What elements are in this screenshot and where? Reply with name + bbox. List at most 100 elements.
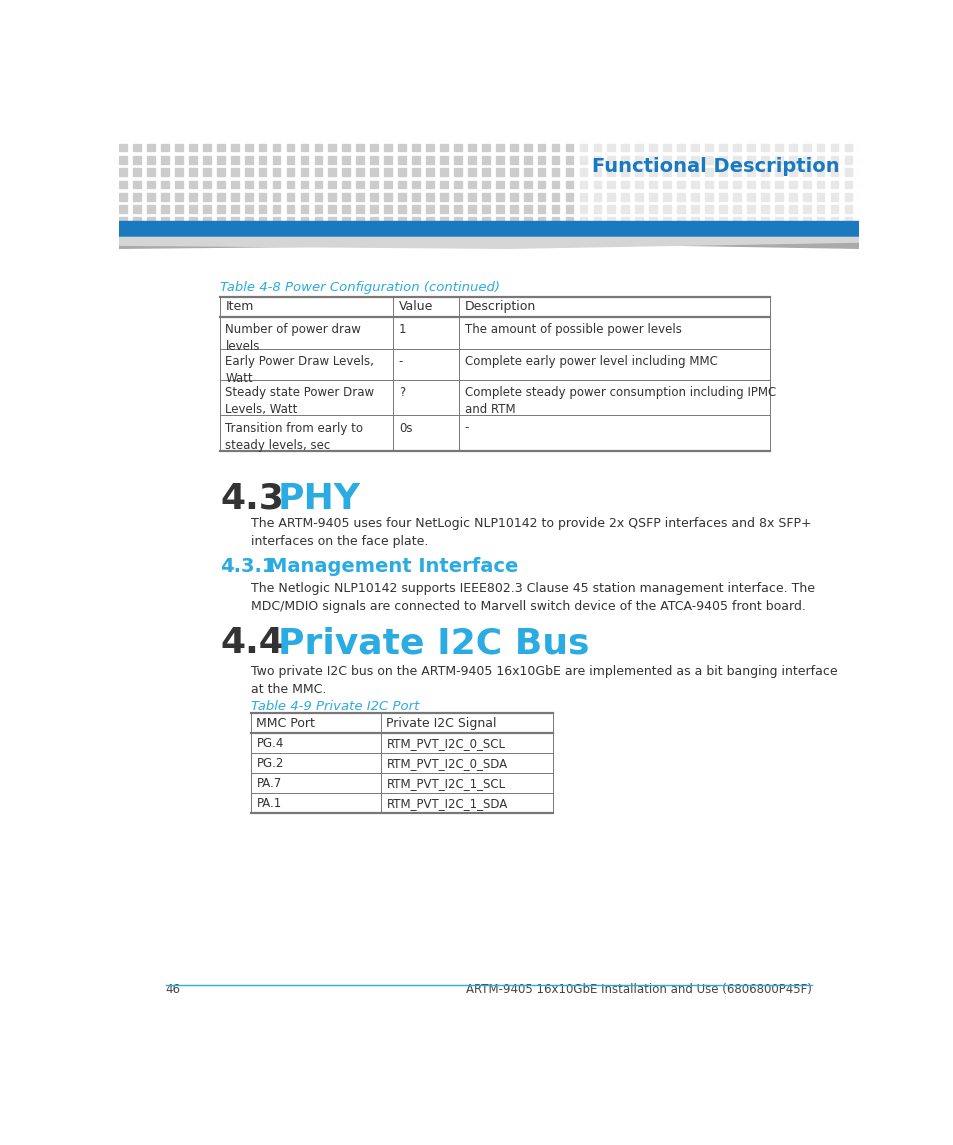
Bar <box>691 181 699 188</box>
Bar <box>174 168 183 176</box>
Bar <box>788 218 796 226</box>
Bar <box>342 168 350 176</box>
Bar <box>481 156 489 164</box>
Bar <box>439 181 447 188</box>
Bar <box>245 192 253 200</box>
Bar <box>216 218 224 226</box>
Bar <box>858 143 865 151</box>
Text: 4.4: 4.4 <box>220 626 284 661</box>
Bar <box>174 192 183 200</box>
Bar <box>356 192 364 200</box>
Bar <box>816 181 823 188</box>
Bar <box>397 218 406 226</box>
Bar <box>732 192 740 200</box>
Bar <box>704 218 712 226</box>
Bar <box>161 143 169 151</box>
Bar <box>704 143 712 151</box>
Bar <box>843 218 852 226</box>
Bar <box>286 143 294 151</box>
Bar <box>161 156 169 164</box>
Bar <box>328 168 335 176</box>
Bar <box>231 168 238 176</box>
Bar <box>635 218 642 226</box>
Text: Two private I2C bus on the ARTM-9405 16x10GbE are implemented as a bit banging i: Two private I2C bus on the ARTM-9405 16x… <box>251 665 837 696</box>
Bar <box>872 205 880 213</box>
Bar <box>468 218 476 226</box>
Bar <box>691 156 699 164</box>
Text: PA.7: PA.7 <box>256 777 281 790</box>
Polygon shape <box>119 237 858 248</box>
Text: -: - <box>464 421 469 435</box>
Bar <box>328 218 335 226</box>
Bar <box>691 205 699 213</box>
Bar <box>649 168 657 176</box>
Bar <box>788 205 796 213</box>
Bar <box>147 181 154 188</box>
Bar <box>119 143 127 151</box>
Bar <box>454 181 461 188</box>
Bar <box>119 221 858 237</box>
Bar <box>426 205 434 213</box>
Bar <box>300 143 308 151</box>
Bar <box>719 143 726 151</box>
Bar <box>802 218 810 226</box>
Bar <box>509 168 517 176</box>
Bar <box>523 168 531 176</box>
Bar <box>258 205 266 213</box>
Bar <box>719 181 726 188</box>
Bar <box>273 192 280 200</box>
Text: Table 4-8 Power Configuration (continued): Table 4-8 Power Configuration (continued… <box>220 282 499 294</box>
Bar <box>119 181 127 188</box>
Bar <box>496 218 503 226</box>
Bar <box>454 143 461 151</box>
Bar <box>328 156 335 164</box>
Bar <box>384 168 392 176</box>
Bar <box>426 143 434 151</box>
Bar <box>147 205 154 213</box>
Bar <box>203 156 211 164</box>
Bar <box>273 143 280 151</box>
Bar <box>300 218 308 226</box>
Text: RTM_PVT_I2C_0_SCL: RTM_PVT_I2C_0_SCL <box>386 737 505 750</box>
Bar <box>426 168 434 176</box>
Bar <box>802 181 810 188</box>
Bar <box>314 168 322 176</box>
Text: PG.2: PG.2 <box>256 757 283 769</box>
Bar <box>439 156 447 164</box>
Bar <box>649 156 657 164</box>
Text: PA.1: PA.1 <box>256 797 281 810</box>
Text: Private I2C Signal: Private I2C Signal <box>386 717 497 729</box>
Bar <box>872 143 880 151</box>
Bar <box>620 143 629 151</box>
Bar <box>245 156 253 164</box>
Bar <box>551 218 558 226</box>
Bar <box>662 218 670 226</box>
Bar <box>412 218 419 226</box>
Bar <box>607 143 615 151</box>
Bar <box>872 181 880 188</box>
Bar <box>397 168 406 176</box>
Bar <box>858 192 865 200</box>
Bar <box>356 143 364 151</box>
Bar <box>635 143 642 151</box>
Bar <box>719 205 726 213</box>
Bar <box>843 181 852 188</box>
Bar <box>454 156 461 164</box>
Text: The amount of possible power levels: The amount of possible power levels <box>464 323 681 335</box>
Bar <box>174 218 183 226</box>
Bar <box>342 192 350 200</box>
Bar <box>439 143 447 151</box>
Bar <box>496 156 503 164</box>
Bar <box>189 205 196 213</box>
Bar <box>816 156 823 164</box>
Bar <box>579 168 587 176</box>
Bar <box>858 181 865 188</box>
Bar <box>245 218 253 226</box>
Bar <box>286 156 294 164</box>
Bar <box>872 168 880 176</box>
Bar <box>454 218 461 226</box>
Bar <box>537 192 545 200</box>
Bar <box>300 192 308 200</box>
Bar <box>454 192 461 200</box>
Bar <box>189 192 196 200</box>
